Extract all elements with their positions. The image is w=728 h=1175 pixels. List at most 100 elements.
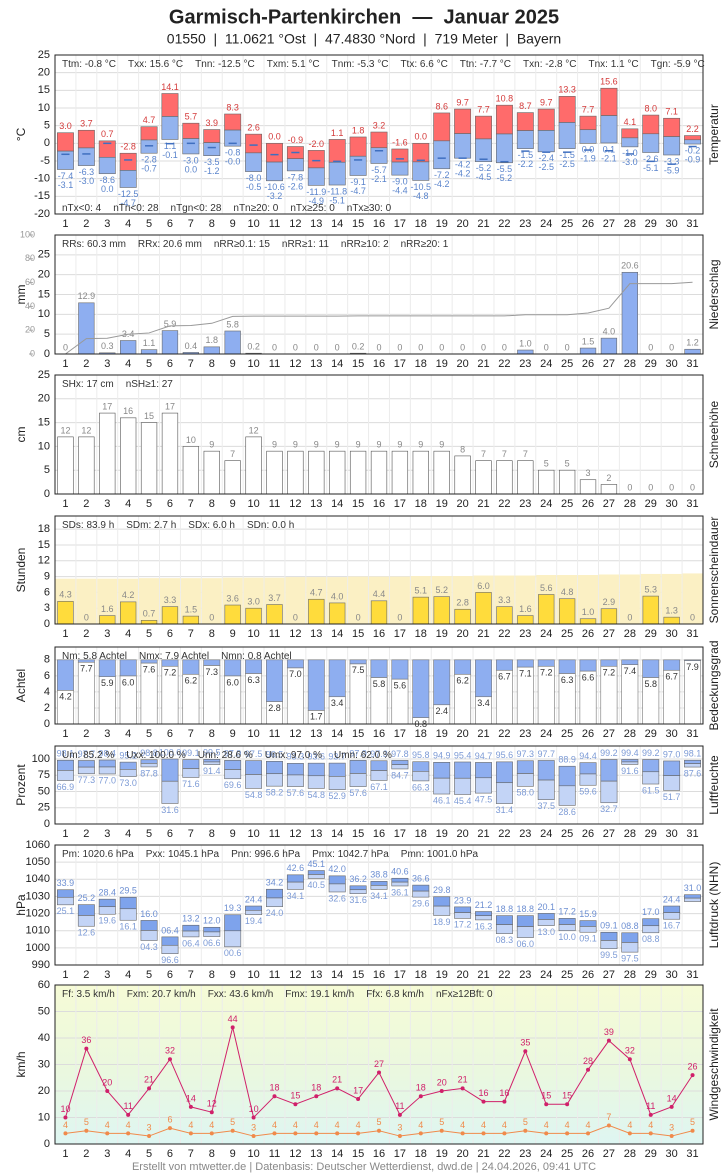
wind-point	[105, 1089, 110, 1093]
value-label-high: 94.9	[433, 751, 451, 761]
value-label-high: 1.1	[331, 128, 344, 138]
wind-point	[586, 1131, 591, 1136]
x-tick-label: 19	[436, 498, 448, 510]
range-bar-lower	[182, 138, 200, 155]
value-label: 16	[479, 1088, 489, 1098]
range-bar-lower	[98, 906, 116, 915]
value-label: 2.8	[456, 598, 469, 608]
value-label: 0	[669, 482, 674, 492]
bar	[287, 450, 304, 495]
value-label: 10	[60, 1104, 70, 1114]
x-tick-label: 26	[582, 498, 594, 510]
clear-bar	[370, 659, 388, 678]
range-bar-lower	[600, 780, 618, 804]
range-bar-lower	[161, 944, 179, 954]
range-bar-upper	[119, 896, 137, 910]
stat: nTx≥25: 0	[290, 203, 335, 214]
wind-point	[669, 1104, 674, 1109]
stat: nTx<0: 4	[62, 203, 102, 214]
x-tick-label: 20	[456, 728, 468, 740]
x-tick-label: 9	[230, 498, 236, 510]
value-label: 5.2	[435, 585, 448, 595]
bar	[538, 469, 555, 495]
stat: Fmx: 19.1 km/h	[285, 989, 354, 1000]
x-tick-label: 28	[624, 969, 636, 981]
clear-bar	[579, 659, 597, 672]
x-tick-label: 4	[125, 728, 131, 740]
value-label: 1.1	[143, 338, 156, 348]
plot-frame	[54, 984, 704, 1145]
possible-bar	[97, 578, 118, 624]
x-tick-label: 1	[62, 218, 68, 230]
value-label-high: 97.3	[370, 749, 388, 759]
value-label: 0	[356, 612, 361, 622]
x-tick-label: 31	[686, 828, 698, 840]
range-bar-upper	[454, 761, 472, 779]
value-label-high: 95.4	[454, 750, 472, 760]
x-tick-label: 10	[247, 828, 259, 840]
x-tick-label: 7	[188, 498, 194, 510]
x-tick-label: 31	[686, 628, 698, 640]
wind-point	[481, 1099, 486, 1104]
value-label-low: 16.1	[119, 922, 137, 932]
value-label: 12	[81, 425, 91, 435]
x-tick-label: 4	[125, 969, 131, 981]
x-tick-label: 24	[540, 728, 552, 740]
y-tick-label: 20	[38, 67, 50, 79]
value-label: 3.4	[477, 698, 490, 708]
value-label: 4	[502, 1120, 507, 1130]
value-label: 10	[186, 435, 196, 445]
x-tick-label: 12	[289, 628, 301, 640]
range-bar-upper	[77, 129, 95, 149]
value-label-low: 31.6	[161, 805, 179, 815]
bar	[140, 422, 158, 495]
value-label: 5.8	[373, 679, 386, 689]
value-label-ground: -3.0	[79, 176, 95, 186]
value-label: 6.6	[582, 672, 595, 682]
value-label-high: 42.0	[328, 864, 346, 874]
value-label: 5	[84, 1117, 89, 1127]
x-tick-label: 11	[269, 218, 280, 230]
stat: Fxx: 43.6 km/h	[208, 989, 274, 1000]
value-label: 0	[397, 612, 402, 622]
bar	[642, 595, 659, 625]
range-bar-upper	[642, 918, 660, 927]
value-label: 4.0	[331, 591, 344, 601]
x-tick-label: 21	[477, 1148, 489, 1160]
value-label: 11	[395, 1101, 404, 1111]
x-tick-label: 23	[519, 358, 531, 370]
range-bar-lower	[349, 889, 367, 894]
range-bar-upper	[224, 914, 242, 932]
wind-point	[314, 1131, 319, 1136]
range-bar-lower	[119, 769, 137, 777]
value-label-high: 93.7	[328, 751, 346, 761]
stat: Ttm: -0.8 °C	[62, 59, 116, 70]
bar	[78, 302, 95, 355]
wind-point	[335, 1086, 340, 1091]
wind-point	[669, 1134, 674, 1139]
value-label: 4	[272, 1120, 277, 1130]
value-label-low: 58.0	[517, 788, 535, 798]
x-tick-label: 23	[519, 628, 531, 640]
range-bar-lower	[119, 908, 137, 921]
value-label-high: 2.2	[686, 124, 699, 134]
stat: RRs: 60.3 mm	[62, 239, 126, 250]
value-label: 0	[439, 342, 444, 352]
bar	[684, 348, 701, 355]
range-bar-upper	[516, 915, 534, 927]
value-label: 0	[272, 342, 277, 352]
stat: SDx: 6.0 h	[188, 520, 235, 531]
range-bar-lower	[495, 133, 513, 164]
value-label-low: 37.5	[537, 801, 555, 811]
y-tick-label: -5	[40, 155, 50, 167]
value-label: 2.8	[268, 703, 281, 713]
value-label-low: 06.6	[203, 938, 221, 948]
bar	[558, 469, 576, 495]
plot-frame	[54, 745, 704, 825]
stat: Umx: 97.0 %	[265, 750, 322, 761]
y-tick-label: 25	[38, 49, 50, 61]
x-tick-label: 5	[146, 628, 152, 640]
range-bar-lower	[391, 881, 409, 887]
stat: nTn≥20: 0	[233, 203, 278, 214]
value-label-high: 31.0	[684, 883, 702, 893]
